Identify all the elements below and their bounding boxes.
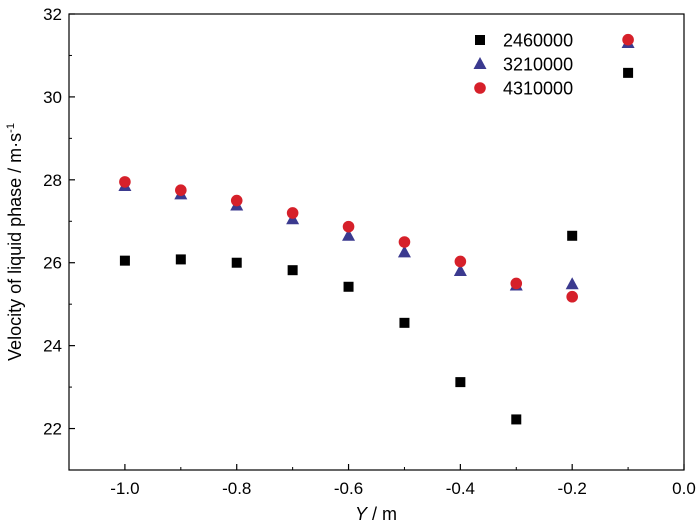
y-tick-label: 32: [43, 5, 62, 24]
legend-item: 4310000: [474, 79, 573, 99]
data-point: [175, 184, 187, 196]
data-point: [566, 290, 578, 303]
y-tick-label: 28: [43, 171, 62, 190]
data-point: [342, 220, 355, 233]
y-tick-label: 26: [43, 254, 62, 273]
x-tick-label: -0.4: [446, 479, 475, 498]
axis-ticks: [68, 13, 685, 471]
legend-label: 2460000: [503, 31, 573, 51]
y-tick-label: 24: [43, 337, 62, 356]
data-point: [623, 67, 634, 78]
data-point: [397, 245, 411, 258]
data-point: [343, 281, 354, 292]
data-points: [118, 33, 635, 425]
y-axis-label-superscript: -1: [5, 123, 17, 133]
legend-item: 2460000: [475, 31, 573, 51]
legend-item: 3210000: [473, 55, 573, 75]
y-axis-label-main: Velocity of liquid phase / m·s: [5, 133, 25, 361]
data-point: [511, 414, 522, 425]
y-tick-label: 30: [43, 88, 62, 107]
data-point: [453, 264, 467, 277]
data-point: [286, 207, 299, 219]
y-axis-label: Velocity of liquid phase / m·s-1: [5, 123, 25, 361]
series-4310000: [119, 33, 634, 303]
axis-tick-labels: -1.0 -0.8 -0.6 -0.4 -0.2 0.0 22 24 26 28 30 32: [43, 5, 696, 498]
legend-marker: [474, 82, 486, 94]
legend-label: 3210000: [503, 55, 573, 75]
x-axis-label-variable: Y: [355, 504, 369, 524]
data-point: [119, 255, 130, 266]
data-point: [119, 176, 131, 188]
data-point: [399, 317, 410, 328]
data-point: [510, 277, 523, 290]
x-tick-label: -0.8: [222, 479, 251, 498]
data-point: [342, 228, 356, 241]
legend-label: 4310000: [503, 79, 573, 99]
data-point: [398, 236, 411, 248]
x-tick-label: -1.0: [110, 479, 139, 498]
x-tick-label: -0.6: [334, 479, 363, 498]
x-axis-label: Y / m: [355, 504, 397, 524]
x-axis-label-unit: / m: [367, 504, 397, 524]
data-point: [231, 257, 242, 268]
data-point: [567, 230, 578, 241]
data-point: [455, 377, 466, 388]
data-point: [230, 194, 243, 207]
data-point: [287, 265, 298, 276]
series-2460000: [119, 67, 634, 425]
data-point: [175, 254, 186, 265]
x-tick-label: -0.2: [558, 479, 587, 498]
data-point: [622, 33, 634, 46]
y-tick-label: 22: [43, 420, 62, 439]
plot-frame: [68, 13, 685, 471]
legend-marker: [475, 35, 485, 45]
legend: 2460000 3210000 4310000: [473, 31, 573, 99]
x-tick-label: 0.0: [672, 479, 696, 498]
legend-marker: [473, 57, 487, 69]
data-point: [454, 255, 467, 268]
data-point: [565, 277, 579, 290]
